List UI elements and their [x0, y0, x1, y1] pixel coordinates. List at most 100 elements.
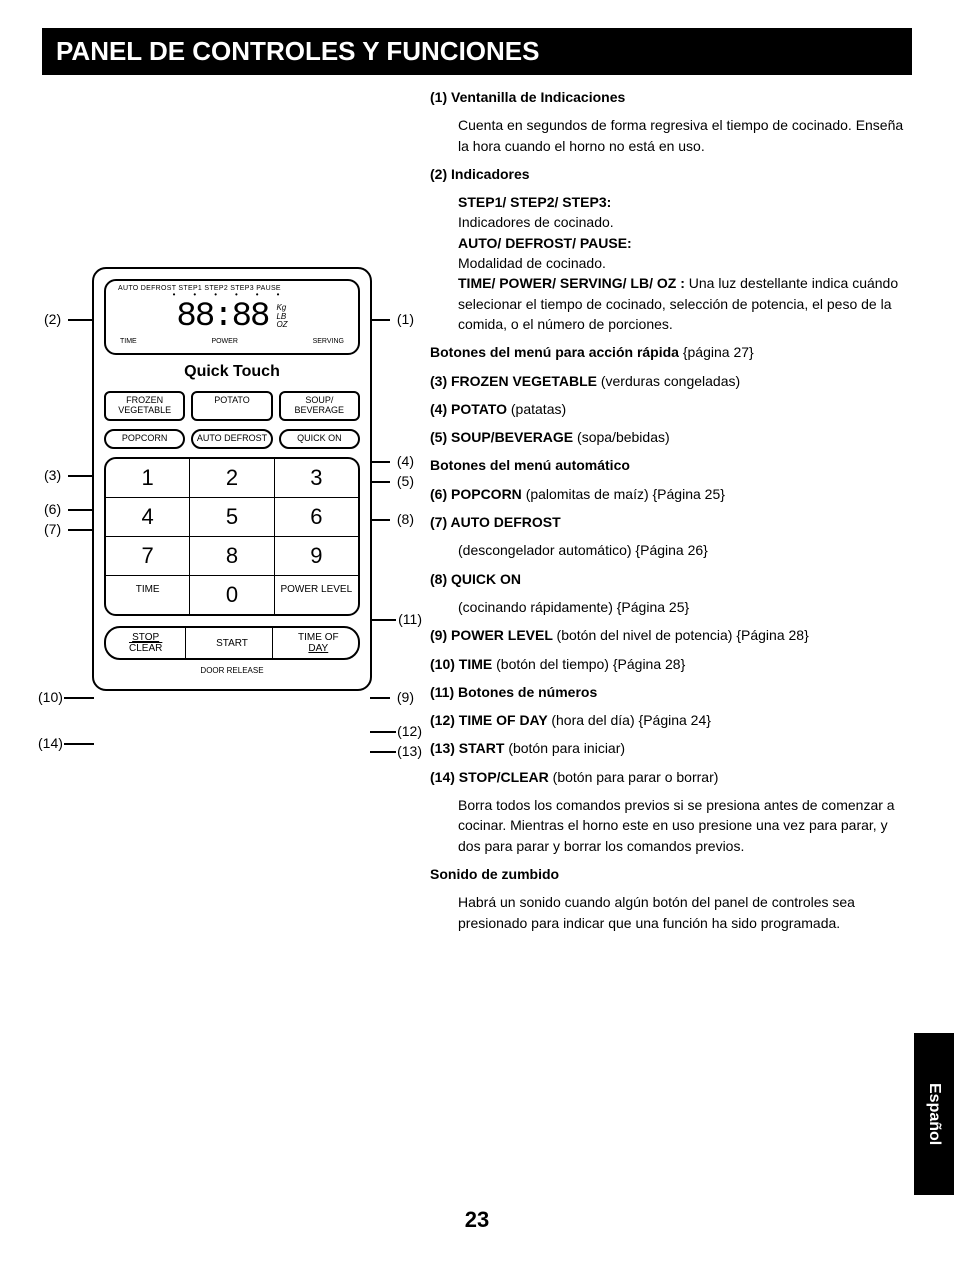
- callout-8: (8): [397, 511, 414, 527]
- desc-6: (6) POPCORN (palomitas de maíz) {Página …: [430, 484, 912, 504]
- key-1[interactable]: 1: [106, 459, 190, 497]
- language-tab: Español: [914, 1033, 954, 1195]
- desc-5: (5) SOUP/BEVERAGE (sopa/bebidas): [430, 427, 912, 447]
- callout-10: (10): [38, 689, 63, 705]
- key-9[interactable]: 9: [275, 537, 358, 575]
- desc-6-t: (palomitas de maíz) {Página 25}: [526, 486, 725, 502]
- desc-12-h: (12) TIME OF DAY: [430, 712, 551, 728]
- desc-9-h: (9) POWER LEVEL: [430, 627, 557, 643]
- callout-13: (13): [397, 743, 422, 759]
- page-title: PANEL DE CONTROLES Y FUNCIONES: [42, 28, 912, 75]
- desc-3-t: (verduras congeladas): [601, 373, 740, 389]
- content-area: (2) (1) (4) (3) (5) (6) (7) (8) (11) (10…: [42, 87, 912, 941]
- desc-2b-h: AUTO/ DEFROST/ PAUSE:: [458, 233, 912, 253]
- desc-2c: TIME/ POWER/ SERVING/ LB/ OZ : Una luz d…: [458, 273, 912, 334]
- desc-quick-p: {página 27}: [679, 344, 754, 360]
- desc-quick-header: Botones del menú para acción rápida {pág…: [430, 342, 912, 362]
- segment-row: 88:88 Kg LB OZ: [114, 298, 350, 336]
- key-3[interactable]: 3: [275, 459, 358, 497]
- desc-10-h: (10) TIME: [430, 656, 496, 672]
- menu-row-1: FROZEN VEGETABLE POTATO SOUP/ BEVERAGE: [104, 391, 360, 421]
- key-8[interactable]: 8: [190, 537, 274, 575]
- page-number: 23: [0, 1207, 954, 1233]
- quick-on-button[interactable]: QUICK ON: [279, 429, 360, 449]
- key-4[interactable]: 4: [106, 498, 190, 536]
- desc-1-text: Cuenta en segundos de forma regresiva el…: [430, 115, 912, 156]
- desc-4-h: (4) POTATO: [430, 401, 511, 417]
- desc-5-t: (sopa/bebidas): [577, 429, 670, 445]
- key-5[interactable]: 5: [190, 498, 274, 536]
- soup-beverage-button[interactable]: SOUP/ BEVERAGE: [279, 391, 360, 421]
- callout-14: (14): [38, 735, 63, 751]
- diagram-column: (2) (1) (4) (3) (5) (6) (7) (8) (11) (10…: [42, 87, 412, 941]
- desc-2c-h: TIME/ POWER/ SERVING/ LB/ OZ :: [458, 275, 689, 291]
- callout-3: (3): [44, 467, 61, 483]
- desc-2a-h: STEP1/ STEP2/ STEP3:: [458, 192, 912, 212]
- desc-buzz-h: Sonido de zumbido: [430, 864, 912, 884]
- segment-display: 88:88: [176, 300, 268, 334]
- desc-2b-t: Modalidad de cocinado.: [458, 253, 912, 273]
- callout-12: (12): [397, 723, 422, 739]
- key-0[interactable]: 0: [190, 576, 274, 614]
- desc-3-h: (3) FROZEN VEGETABLE: [430, 373, 601, 389]
- auto-defrost-button[interactable]: AUTO DEFROST: [191, 429, 272, 449]
- desc-8-t: (cocinando rápidamente) {Página 25}: [430, 597, 912, 617]
- desc-1-header: (1) Ventanilla de Indicaciones: [430, 87, 912, 107]
- callout-4: (4): [397, 453, 414, 469]
- control-row: STOP CLEAR START TIME OF DAY: [104, 626, 360, 660]
- desc-9-t: (botón del nivel de potencia) {Página 28…: [557, 627, 809, 643]
- panel-wrap: (2) (1) (4) (3) (5) (6) (7) (8) (11) (10…: [92, 267, 372, 691]
- desc-2-block: STEP1/ STEP2/ STEP3: Indicadores de coci…: [430, 192, 912, 334]
- time-of-day-button[interactable]: TIME OF DAY: [279, 628, 358, 658]
- desc-14: (14) STOP/CLEAR (botón para parar o borr…: [430, 767, 912, 787]
- desc-4-t: (patatas): [511, 401, 566, 417]
- frozen-vegetable-button[interactable]: FROZEN VEGETABLE: [104, 391, 185, 421]
- desc-13-t: (botón para iniciar): [508, 740, 625, 756]
- desc-6-h: (6) POPCORN: [430, 486, 526, 502]
- desc-3: (3) FROZEN VEGETABLE (verduras congelada…: [430, 371, 912, 391]
- ind-time: TIME: [120, 338, 137, 345]
- description-column: (1) Ventanilla de Indicaciones Cuenta en…: [412, 87, 912, 941]
- desc-2-header: (2) Indicadores: [430, 164, 912, 184]
- door-release-label: DOOR RELEASE: [104, 666, 360, 675]
- callout-1: (1): [397, 311, 414, 327]
- callout-9: (9): [397, 689, 414, 705]
- desc-2a-t: Indicadores de cocinado.: [458, 212, 912, 232]
- desc-9: (9) POWER LEVEL (botón del nivel de pote…: [430, 625, 912, 645]
- display-window: AUTO DEFROST STEP1 STEP2 STEP3 PAUSE •••…: [104, 279, 360, 355]
- language-label: Español: [925, 1083, 943, 1145]
- timeof-label: TIME OF: [298, 632, 339, 643]
- desc-13-h: (13) START: [430, 740, 508, 756]
- quick-touch-title: Quick Touch: [104, 363, 360, 381]
- key-6[interactable]: 6: [275, 498, 358, 536]
- desc-7-t: (descongelador automático) {Página 26}: [430, 540, 912, 560]
- popcorn-button[interactable]: POPCORN: [104, 429, 185, 449]
- ind-serving: SERVING: [313, 338, 344, 345]
- callout-6: (6): [44, 501, 61, 517]
- potato-button[interactable]: POTATO: [191, 391, 272, 421]
- desc-5-h: (5) SOUP/BEVERAGE: [430, 429, 577, 445]
- desc-auto-header: Botones del menú automático: [430, 455, 912, 475]
- key-2[interactable]: 2: [190, 459, 274, 497]
- time-button[interactable]: TIME: [106, 576, 190, 614]
- stop-label: STOP: [132, 632, 159, 643]
- callout-7: (7): [44, 521, 61, 537]
- stop-clear-button[interactable]: STOP CLEAR: [106, 628, 186, 658]
- desc-13: (13) START (botón para iniciar): [430, 738, 912, 758]
- desc-14-body: Borra todos los comandos previos si se p…: [430, 795, 912, 856]
- desc-quick-h: Botones del menú para acción rápida: [430, 344, 679, 360]
- key-7[interactable]: 7: [106, 537, 190, 575]
- desc-12-t: (hora del día) {Página 24}: [551, 712, 711, 728]
- desc-14-t: (botón para parar o borrar): [553, 769, 719, 785]
- day-label: DAY: [308, 643, 328, 654]
- power-level-button[interactable]: POWER LEVEL: [275, 576, 358, 614]
- start-button[interactable]: START: [192, 628, 272, 658]
- callout-2: (2): [44, 311, 61, 327]
- desc-7-h: (7) AUTO DEFROST: [430, 512, 912, 532]
- numeric-keypad: 1 2 3 4 5 6 7 8 9 TIME: [104, 457, 360, 616]
- callout-5: (5): [397, 473, 414, 489]
- control-panel: AUTO DEFROST STEP1 STEP2 STEP3 PAUSE •••…: [92, 267, 372, 691]
- ind-power: POWER: [211, 338, 237, 345]
- desc-10: (10) TIME (botón del tiempo) {Página 28}: [430, 654, 912, 674]
- unit-stack: Kg LB OZ: [272, 304, 287, 330]
